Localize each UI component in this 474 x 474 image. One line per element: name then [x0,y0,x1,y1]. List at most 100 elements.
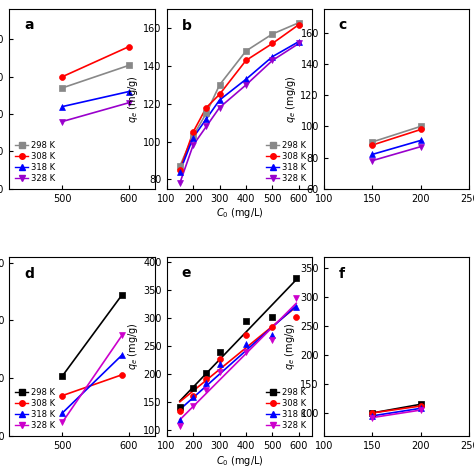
X-axis label: $C_0$ (mg/L): $C_0$ (mg/L) [216,454,263,468]
Point [189,128,197,136]
Point [368,151,376,158]
Point [59,392,66,400]
Point [176,162,183,170]
Point [242,331,250,339]
Point [417,126,425,133]
Point [216,368,223,375]
X-axis label: $C_0$ (mg/L): $C_0$ (mg/L) [216,206,263,220]
Point [368,414,376,421]
Text: $\mathbf{b}$: $\mathbf{b}$ [181,18,192,34]
Point [118,351,126,359]
Point [202,115,210,123]
Point [189,385,197,392]
Point [292,294,300,301]
Point [176,179,183,187]
Point [292,274,300,282]
Point [295,21,303,28]
Point [242,340,250,347]
Point [292,313,300,320]
Point [242,75,250,83]
Point [59,118,66,125]
Point [216,348,223,356]
Legend: 298 K, 308 K, 318 K, 328 K: 298 K, 308 K, 318 K, 328 K [264,386,308,432]
Point [242,56,250,64]
Point [176,403,183,411]
Point [59,103,66,110]
Y-axis label: $q_e$ (mg/g): $q_e$ (mg/g) [283,75,298,123]
Point [59,73,66,81]
Point [417,402,425,410]
Point [202,109,210,117]
Point [368,409,376,417]
Text: $\mathbf{a}$: $\mathbf{a}$ [24,18,35,32]
Point [417,123,425,130]
Text: $\mathbf{c}$: $\mathbf{c}$ [338,18,347,32]
Point [242,81,250,89]
Point [125,88,132,95]
Point [417,406,425,414]
Y-axis label: $q_e$ (mg/g): $q_e$ (mg/g) [283,323,298,370]
Point [269,323,276,331]
Point [269,53,276,61]
Point [269,336,276,344]
Point [368,141,376,149]
Point [417,143,425,150]
Point [269,331,276,339]
Point [189,132,197,140]
Text: $\mathbf{f}$: $\mathbf{f}$ [338,266,346,281]
Point [189,402,197,410]
Point [269,56,276,64]
Point [202,370,210,377]
Point [202,104,210,111]
Point [368,157,376,164]
Point [202,386,210,394]
Point [189,142,197,149]
Point [292,303,300,311]
Point [59,372,66,380]
Point [368,412,376,419]
Point [269,30,276,38]
Point [125,62,132,69]
Legend: 298 K, 308 K, 318 K, 328 K: 298 K, 308 K, 318 K, 328 K [264,139,308,184]
Y-axis label: $q_e$ (mg/g): $q_e$ (mg/g) [127,75,140,123]
Point [202,375,210,383]
Point [118,332,126,339]
Point [242,318,250,325]
Point [189,392,197,400]
Point [125,99,132,107]
Point [216,91,223,98]
Point [59,419,66,426]
Point [417,137,425,144]
Point [216,104,223,111]
Point [242,348,250,356]
Point [125,43,132,51]
Point [176,407,183,415]
Point [216,96,223,104]
Point [189,134,197,142]
Point [269,313,276,321]
Point [242,47,250,55]
Text: $\mathbf{d}$: $\mathbf{d}$ [24,266,35,281]
Legend: 298 K, 308 K, 318 K, 328 K: 298 K, 308 K, 318 K, 328 K [14,139,57,184]
Point [295,38,303,46]
Point [216,355,223,363]
Y-axis label: $q_e$ (mg/g): $q_e$ (mg/g) [127,323,140,370]
Point [176,166,183,173]
Point [59,409,66,417]
Point [202,123,210,130]
Point [202,379,210,387]
Point [216,81,223,89]
Point [417,404,425,412]
Point [417,401,425,408]
Point [216,361,223,368]
Point [269,40,276,47]
Legend: 298 K, 308 K, 318 K, 328 K: 298 K, 308 K, 318 K, 328 K [14,386,57,432]
Point [59,84,66,91]
Point [176,417,183,424]
Point [118,371,126,379]
Text: $\mathbf{e}$: $\mathbf{e}$ [181,266,192,280]
Point [176,422,183,430]
Point [295,19,303,27]
Point [368,138,376,146]
Point [368,409,376,417]
